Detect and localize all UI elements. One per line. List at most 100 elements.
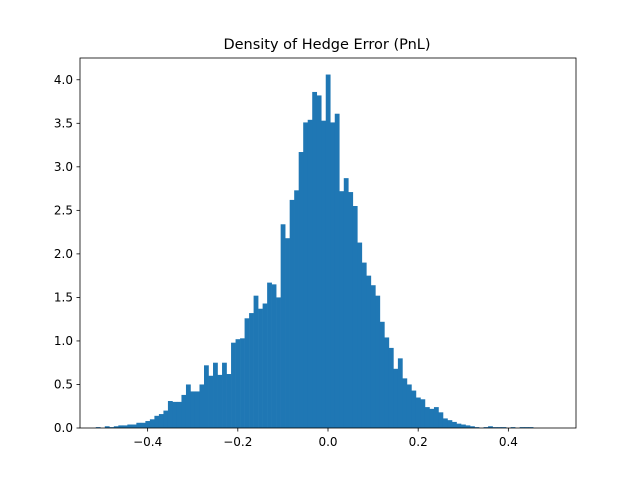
histogram-bar (109, 427, 115, 428)
histogram-bar (465, 425, 471, 428)
histogram-bar (370, 285, 376, 428)
histogram-bar (307, 119, 313, 428)
y-tick-label: 0.0 (54, 421, 73, 435)
histogram-bar (262, 303, 268, 428)
y-tick-label: 2.0 (54, 247, 73, 261)
histogram-bar (343, 178, 349, 428)
histogram-bar (442, 418, 448, 428)
histogram-bar (118, 425, 124, 428)
histogram-bar (131, 424, 137, 428)
y-tick-label: 4.0 (54, 73, 73, 87)
histogram-bar (231, 342, 236, 428)
histogram-bar (185, 384, 191, 428)
y-tick-label: 1.5 (54, 291, 73, 305)
histogram-bar (461, 424, 466, 428)
histogram-bar (420, 399, 426, 428)
histogram-bar (415, 397, 421, 428)
histogram-bar (456, 423, 462, 428)
histogram-bar (154, 415, 160, 428)
histogram-bar (330, 122, 336, 429)
histogram-bar (321, 120, 327, 429)
histogram-bar (258, 308, 263, 428)
histogram-bar (95, 427, 101, 428)
histogram-bar (271, 284, 277, 428)
histogram-bar (379, 321, 385, 428)
x-axis-ticks: −0.4 −0.2 0.0 0.2 0.4 (133, 428, 518, 449)
histogram-bar (294, 190, 299, 428)
histogram-bar (222, 362, 227, 428)
x-tick-label: −0.2 (223, 435, 252, 449)
histogram-bar (136, 422, 142, 428)
y-tick-label: 0.5 (54, 378, 73, 392)
histogram-bar (199, 384, 205, 428)
histogram-bar (429, 408, 435, 428)
histogram-bar (316, 95, 322, 428)
y-tick-label: 3.0 (54, 160, 73, 174)
histogram-bar (104, 426, 110, 428)
histogram-bar (361, 262, 367, 428)
histogram-bar (397, 358, 403, 428)
histogram-bar (312, 91, 318, 428)
plot-frame (79, 57, 577, 429)
histogram-bar (163, 410, 169, 428)
histogram-bar (240, 338, 245, 428)
histogram-bar (406, 384, 412, 428)
histogram-bar (384, 337, 390, 428)
chart-title: Density of Hedge Error (PnL) (223, 37, 430, 53)
histogram-bar (285, 238, 290, 428)
histogram-bar (402, 378, 408, 428)
histogram-bar (447, 420, 453, 428)
histogram-bar (113, 426, 119, 428)
histogram-bar (433, 407, 439, 428)
x-tick-label: −0.4 (133, 435, 162, 449)
histogram-bar (208, 375, 214, 428)
histogram-bar (249, 313, 254, 428)
histogram-bar (424, 407, 430, 428)
histogram-bar (388, 347, 394, 428)
histogram-bar (244, 318, 250, 428)
y-tick-label: 3.5 (54, 116, 73, 130)
histogram-bar (334, 113, 340, 428)
bars-group (95, 74, 534, 429)
histogram-bar (352, 206, 358, 428)
histogram-bar (190, 391, 196, 428)
histogram-bar (149, 419, 155, 428)
histogram-bar (213, 362, 218, 428)
histogram-bar (488, 426, 493, 428)
histogram-bar (411, 390, 417, 428)
histogram-bar (524, 427, 529, 428)
histogram-bar (267, 282, 272, 428)
histogram-bar (510, 427, 516, 428)
histogram-bar (204, 365, 209, 428)
histogram-bar (194, 391, 200, 428)
histogram-bar (253, 295, 259, 428)
histogram-bar (217, 374, 223, 428)
histogram-bar (181, 394, 187, 428)
histogram-bar (470, 426, 475, 428)
histogram-bar (366, 275, 372, 428)
y-tick-label: 1.0 (54, 334, 73, 348)
histogram-bar (298, 152, 304, 428)
histogram-bar (127, 424, 133, 428)
histogram-bar (339, 191, 345, 428)
y-axis-ticks: 0.0 0.5 1.0 1.5 2.0 2.5 3.0 3.5 4.0 (54, 73, 80, 435)
histogram-bar (357, 242, 363, 428)
x-tick-label: 0.0 (318, 435, 337, 449)
histogram-bar (280, 224, 286, 428)
histogram-bar (438, 412, 444, 428)
histogram-bar (528, 427, 534, 428)
histogram-bar (501, 427, 507, 428)
histogram-bar (483, 427, 489, 428)
histogram-bar (145, 421, 151, 428)
histogram-bar (226, 374, 232, 428)
histogram-bar (519, 427, 525, 428)
histogram-bar (393, 368, 399, 428)
histogram-bar (289, 199, 295, 428)
histogram-bar (497, 427, 502, 428)
histogram-bar (325, 74, 331, 429)
histogram-bar (235, 339, 241, 428)
histogram-bar (122, 425, 128, 428)
histogram-bar (158, 414, 164, 428)
histogram-bar (140, 422, 146, 428)
